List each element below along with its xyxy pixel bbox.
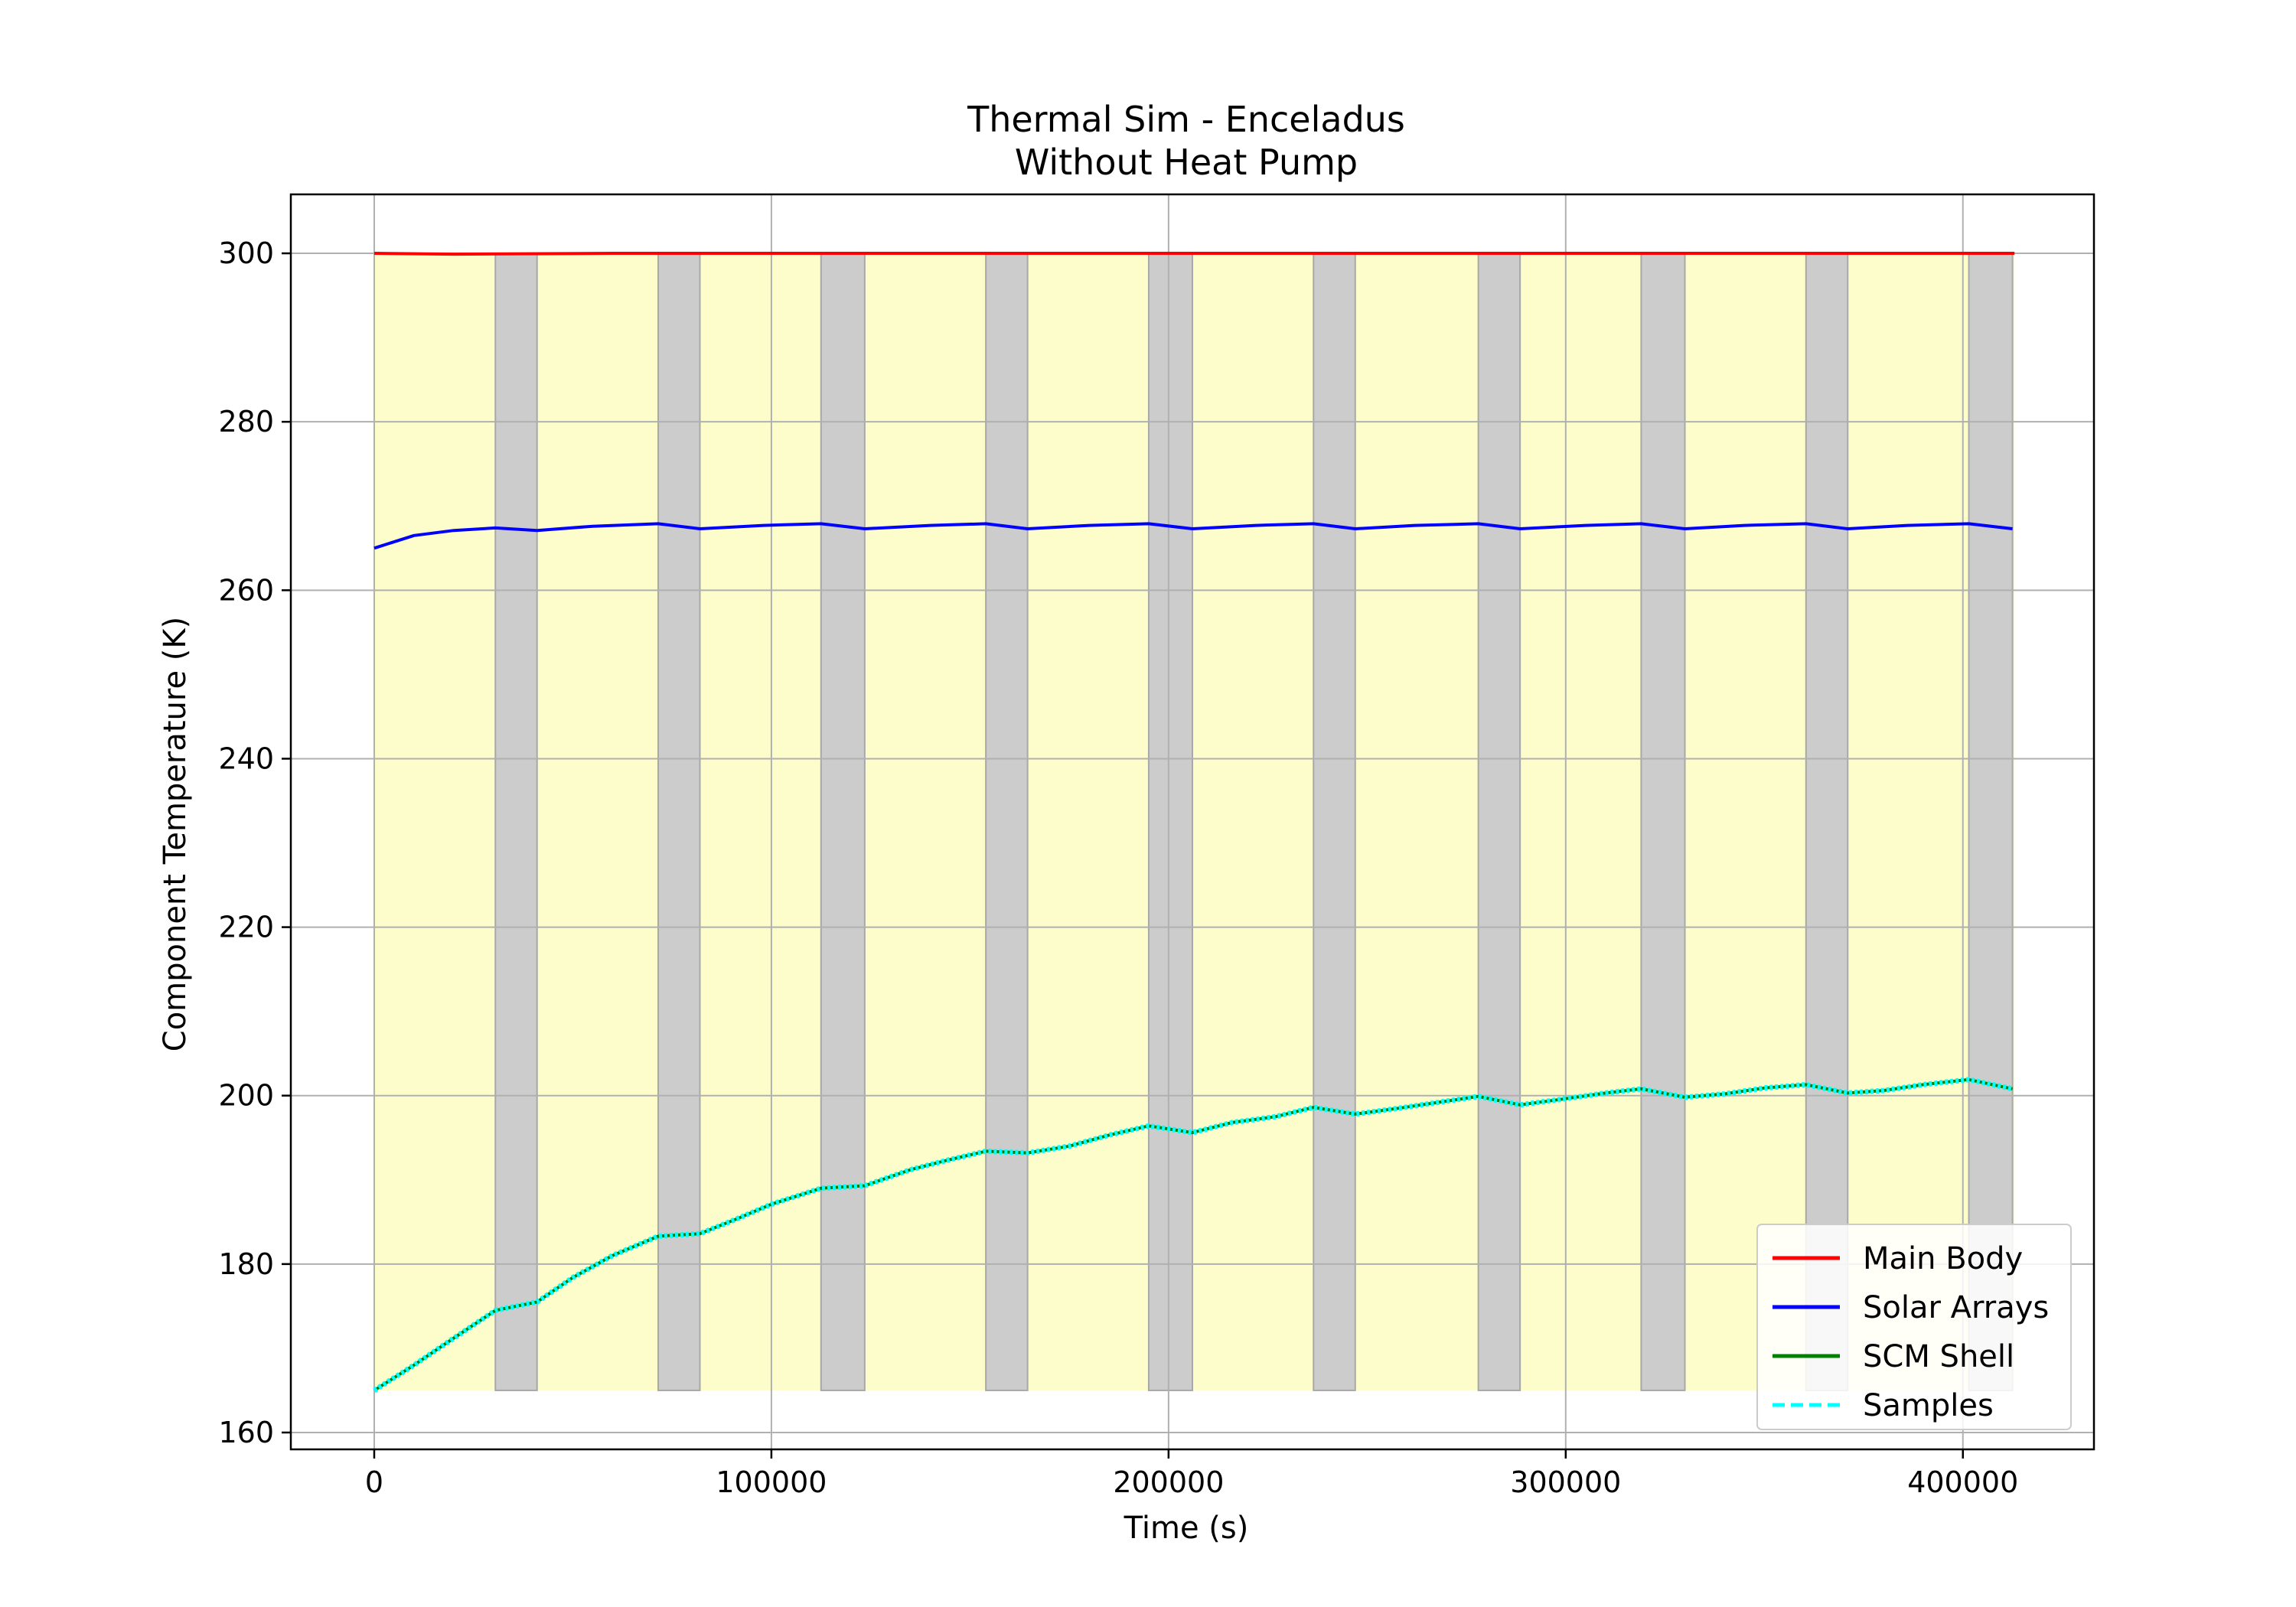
y-tick-label: 240 [218, 742, 274, 775]
y-tick-label: 160 [218, 1416, 274, 1449]
series-line-scm-shell [373, 1077, 2014, 1392]
y-tick-label: 280 [218, 405, 274, 438]
eclipse-band-10 [1968, 253, 2014, 1391]
eclipse-band-6 [1313, 253, 1356, 1391]
y-tick-label: 220 [218, 911, 274, 944]
series-line-solar-arrays [373, 522, 2013, 550]
x-tick-label: 400000 [1907, 1465, 2018, 1499]
x-tick-label: 200000 [1113, 1465, 1224, 1499]
shading-layer [373, 253, 2015, 1391]
chart-title: Thermal Sim - Enceladus [967, 99, 1405, 140]
eclipse-band-3 [820, 253, 866, 1391]
y-tick-label: 180 [218, 1247, 274, 1281]
legend-label-main-body: Main Body [1863, 1241, 2023, 1276]
legend-label-scm-shell: SCM Shell [1863, 1339, 2014, 1374]
y-tick-label: 260 [218, 573, 274, 607]
x-tick-label: 100000 [716, 1465, 827, 1499]
y-axis-ticks: 160 180 200 220 240 260 280 300 [218, 236, 291, 1449]
grid-layer [291, 194, 2094, 1449]
y-tick-label: 200 [218, 1079, 274, 1113]
legend-box [1756, 1224, 2072, 1430]
eclipse-band-9 [1805, 253, 1849, 1391]
plot-area [289, 193, 2095, 1451]
x-axis-label: Time (s) [1124, 1511, 1249, 1546]
y-axis-label: Component Temperature (K) [158, 617, 193, 1051]
x-tick-label: 0 [365, 1465, 383, 1499]
plot-frame [289, 193, 2095, 1451]
sunlit-region [373, 253, 2015, 1390]
series-layer [373, 252, 2015, 1393]
legend: Main Body Solar Arrays SCM Shell Samples [1756, 1224, 2072, 1430]
legend-label-solar-arrays: Solar Arrays [1863, 1290, 2049, 1325]
legend-label-samples: Samples [1863, 1388, 1994, 1423]
eclipse-band-2 [657, 253, 701, 1391]
eclipse-band-1 [494, 253, 538, 1391]
series-line-main-body [373, 252, 2015, 256]
eclipse-band-7 [1477, 253, 1521, 1391]
chart-subtitle: Without Heat Pump [1015, 142, 1358, 183]
x-axis-ticks: 0 100000 200000 300000 400000 [365, 1449, 2018, 1499]
eclipse-band-5 [1147, 253, 1193, 1391]
eclipse-band-8 [1640, 253, 1686, 1391]
y-tick-label: 300 [218, 236, 274, 270]
eclipse-band-4 [985, 253, 1029, 1391]
x-tick-label: 300000 [1510, 1465, 1621, 1499]
